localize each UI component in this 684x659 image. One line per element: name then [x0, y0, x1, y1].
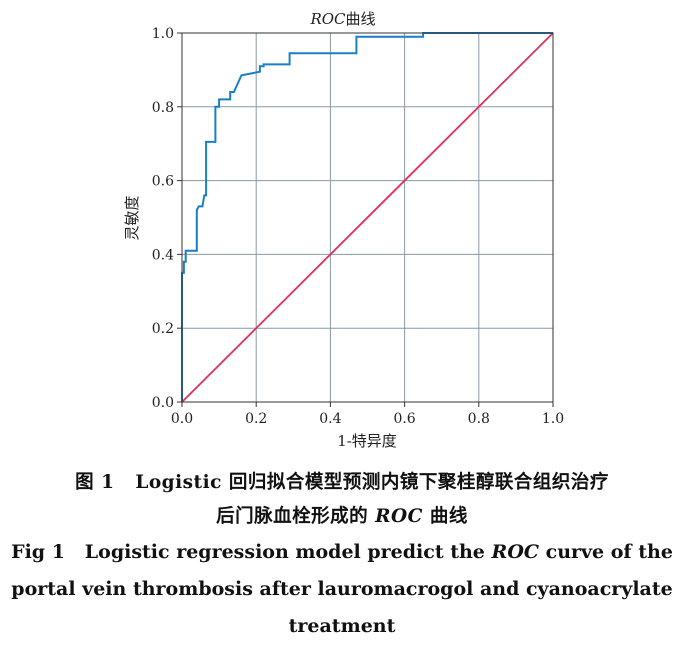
ticks: 0.0 0.2 0.4 0.6 0.8 1.0 0.0 0.2 0.4 0.6 0.8 1.0 [152, 26, 564, 427]
caption-cn-prefix: 图 1 [75, 472, 115, 493]
caption-en-prefix: Fig 1 [11, 541, 65, 563]
y-tick-label: 0.6 [152, 174, 174, 190]
chart-svg: ROC曲线 0.0 0.2 0.4 0.6 0.8 1.0 0.0 0.2 0.4 0.6 0.8 1… [123, 10, 564, 450]
reference-diagonal-line [181, 32, 554, 403]
chart-title-italic: ROC [309, 10, 346, 28]
caption-en-text-1b: curve of the [545, 541, 673, 563]
y-tick-label: 0.0 [152, 395, 174, 411]
chart-title: ROC曲线 [309, 10, 375, 28]
caption-cn-line-2: 后门脉血栓形成的 ROC 曲线 [0, 500, 684, 534]
caption-en-line-2: portal vein thrombosis after lauromacrog… [11, 578, 673, 600]
figure-caption: 图 1 Logistic 回归拟合模型预测内镜下聚桂醇联合组织治疗 后门脉血栓形… [0, 466, 684, 645]
x-tick-label: 0.6 [393, 411, 415, 427]
caption-en-line-3: treatment [288, 615, 396, 637]
x-tick-label: 0.4 [319, 411, 341, 427]
caption-cn-text-2a: 后门脉血栓形成的 [216, 506, 369, 527]
series [181, 32, 554, 403]
caption-cn-line-1: 图 1 Logistic 回归拟合模型预测内镜下聚桂醇联合组织治疗 [0, 466, 684, 500]
y-axis-label: 灵敏度 [123, 195, 141, 240]
roc-curve-line [181, 32, 553, 402]
caption-en-line-1: Fig 1 Logistic regression model predict … [0, 534, 684, 571]
plot-frame [181, 32, 554, 403]
x-tick-label: 1.0 [542, 411, 564, 427]
y-tick-label: 0.8 [152, 100, 174, 116]
y-tick-label: 1.0 [152, 26, 174, 42]
x-tick-label: 0.8 [468, 411, 490, 427]
caption-cn-roc: ROC [375, 506, 423, 527]
caption-cn-text-1: Logistic 回归拟合模型预测内镜下聚桂醇联合组织治疗 [135, 472, 609, 493]
x-axis-label: 1-特异度 [337, 432, 397, 450]
chart-title-rest: 曲线 [346, 10, 376, 28]
grid [182, 33, 553, 402]
caption-en-roc: ROC [491, 541, 539, 563]
roc-chart: ROC曲线 0.0 0.2 0.4 0.6 0.8 1.0 0.0 0.2 0.4 0.6 0.8 1… [123, 10, 564, 450]
y-tick-label: 0.4 [152, 247, 174, 263]
y-tick-label: 0.2 [152, 321, 174, 337]
caption-en-text-1a: Logistic regression model predict the [84, 541, 485, 563]
x-tick-label: 0.2 [245, 411, 267, 427]
x-tick-label: 0.0 [171, 411, 193, 427]
caption-cn-text-2b: 曲线 [429, 506, 468, 527]
